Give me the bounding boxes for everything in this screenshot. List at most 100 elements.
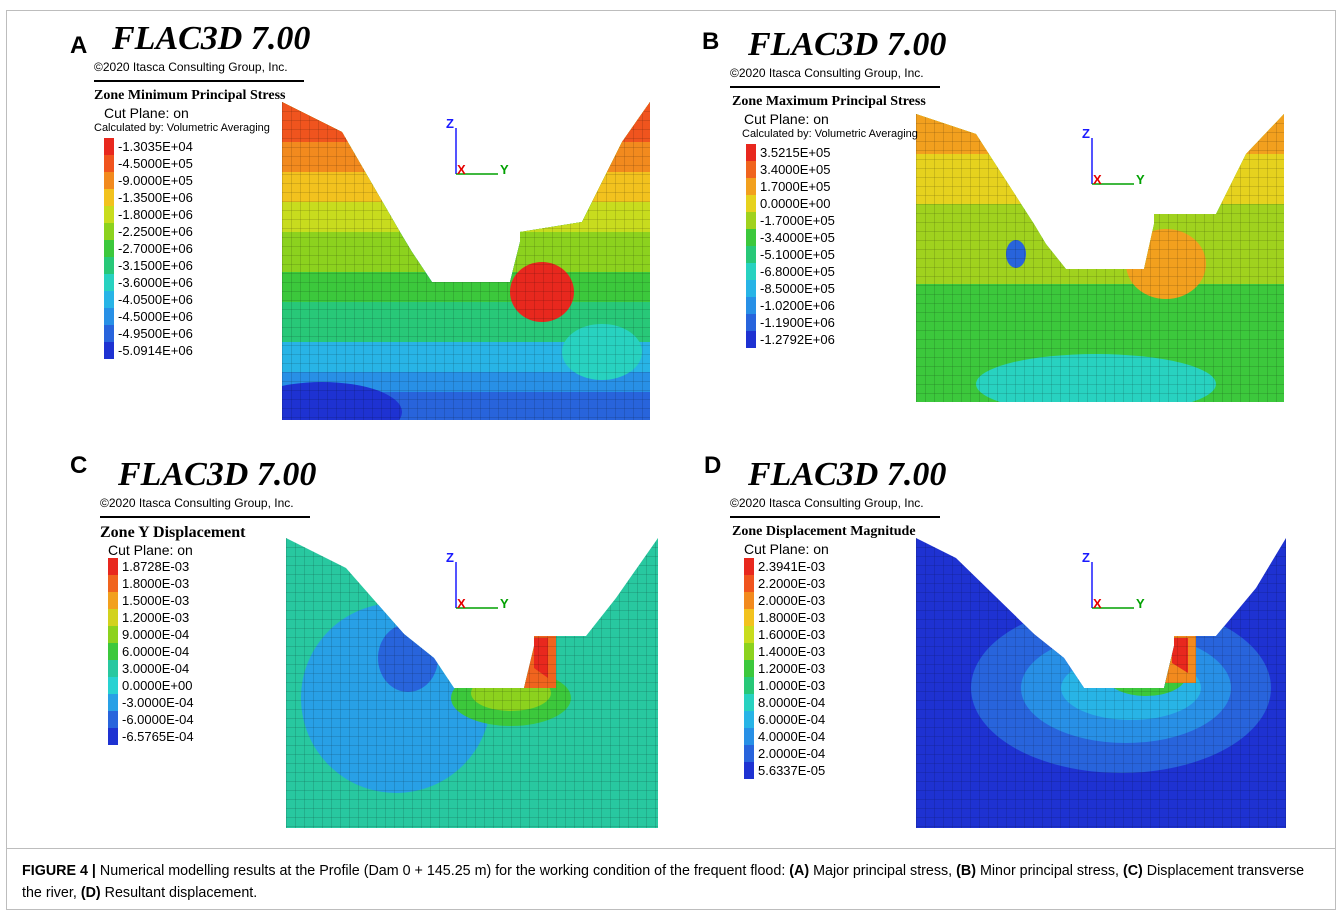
legend-value: 2.0000E-03: [758, 593, 826, 608]
legend-value: -4.5000E+06: [118, 309, 193, 324]
caption-key-a: (A): [789, 863, 810, 879]
axis-triad: Z X Y: [446, 550, 516, 620]
axis-x-label: X: [457, 162, 466, 177]
cut-plane-status: Cut Plane: on: [744, 111, 829, 127]
axis-y-label: Y: [1136, 172, 1145, 187]
legend-swatch: [108, 660, 118, 677]
legend-value: -3.6000E+06: [118, 275, 193, 290]
panel-c: C FLAC3D 7.00 ©2020 Itasca Consulting Gr…: [70, 452, 730, 890]
legend-value: -9.0000E+05: [118, 173, 193, 188]
legend-swatch: [104, 291, 114, 308]
legend-value: 8.0000E-04: [758, 695, 826, 710]
figure-frame: [6, 10, 1336, 910]
legend-value: -6.5765E-04: [122, 729, 194, 744]
caption-key-c: (C): [1122, 863, 1143, 879]
legend-value: 0.0000E+00: [122, 678, 193, 693]
legend-value: 6.0000E-04: [122, 644, 190, 659]
legend-value: -1.8000E+06: [118, 207, 193, 222]
panel-letter: B: [702, 28, 720, 55]
legend-swatch: [744, 694, 754, 711]
calculated-by-text: Calculated by: Volumetric Averaging: [742, 128, 918, 140]
legend-value: 1.4000E-03: [758, 644, 826, 659]
legend-value: 6.0000E-04: [758, 712, 826, 727]
legend-value: 1.5000E-03: [122, 593, 190, 608]
header-divider: [100, 516, 310, 518]
axis-z-label: Z: [1082, 550, 1090, 565]
legend-value: 4.0000E-04: [758, 729, 826, 744]
axis-z-label: Z: [446, 550, 454, 565]
caption-text: Numerical modelling results at the Profi…: [95, 863, 790, 879]
header-divider: [730, 516, 940, 518]
header-divider: [730, 86, 940, 88]
panel-letter: C: [70, 452, 88, 479]
legend-value: -4.9500E+06: [118, 326, 193, 341]
contour-plot: [916, 114, 1284, 402]
legend-value: 1.8000E-03: [758, 610, 826, 625]
legend-value: -5.1000E+05: [760, 247, 835, 262]
legend-swatch: [744, 592, 754, 609]
legend-swatch: [104, 308, 114, 325]
legend-swatch: [746, 212, 756, 229]
contour-plot: [282, 102, 650, 420]
contour-plot: [286, 538, 658, 828]
legend-swatch: [108, 694, 118, 711]
legend-value: 3.4000E+05: [760, 162, 831, 177]
legend-swatch: [104, 240, 114, 257]
legend-swatch: [108, 592, 118, 609]
axis-y-label: Y: [500, 162, 509, 177]
caption-part-c: Displacement transverse the river,: [22, 863, 1305, 901]
cut-plane-status: Cut Plane: on: [104, 105, 189, 121]
legend-swatch: [744, 558, 754, 575]
panel-a: A FLAC3D 7.00 ©2020 Itasca Consulting Gr…: [70, 20, 730, 454]
legend-swatch: [108, 575, 118, 592]
legend-swatch: [744, 745, 754, 762]
caption-divider: [6, 848, 1336, 849]
axis-triad: Z X Y: [446, 116, 516, 186]
legend-value: -8.5000E+05: [760, 281, 835, 296]
legend-value: 1.6000E-03: [758, 627, 826, 642]
legend-value: -1.3035E+04: [118, 139, 193, 154]
contour-plot: [916, 538, 1286, 828]
legend-swatch: [744, 575, 754, 592]
legend-swatch: [108, 728, 118, 745]
legend-swatch: [746, 195, 756, 212]
legend-swatch: [744, 728, 754, 745]
legend-value: -3.4000E+05: [760, 230, 835, 245]
panel-letter: D: [704, 452, 722, 479]
legend-swatch: [746, 331, 756, 348]
axis-triad: Z X Y: [1082, 550, 1152, 620]
legend-swatch: [746, 144, 756, 161]
legend-value: 2.2000E-03: [758, 576, 826, 591]
legend-value: -6.8000E+05: [760, 264, 835, 279]
copyright-text: ©2020 Itasca Consulting Group, Inc.: [100, 496, 294, 510]
legend-swatch: [104, 274, 114, 291]
app-title: FLAC3D 7.00: [112, 20, 311, 57]
app-title: FLAC3D 7.00: [748, 456, 947, 493]
legend-swatch: [108, 609, 118, 626]
legend-value: -3.1500E+06: [118, 258, 193, 273]
legend-value: 1.2000E-03: [122, 610, 190, 625]
legend-value: -1.7000E+05: [760, 213, 835, 228]
calculated-by-text: Calculated by: Volumetric Averaging: [94, 122, 270, 134]
figure-caption: FIGURE 4 | Numerical modelling results a…: [22, 860, 1317, 904]
legend-value: 2.0000E-04: [758, 746, 826, 761]
legend-swatch: [108, 558, 118, 575]
legend-swatch: [744, 609, 754, 626]
legend-swatch: [104, 206, 114, 223]
caption-key-b: (B): [956, 863, 976, 879]
legend-swatch: [744, 660, 754, 677]
panel-b: B FLAC3D 7.00 ©2020 Itasca Consulting Gr…: [702, 26, 1342, 460]
legend-swatch: [746, 246, 756, 263]
legend-swatch: [104, 325, 114, 342]
legend-swatch: [104, 342, 114, 359]
axis-x-label: X: [457, 596, 466, 611]
legend-swatch: [746, 263, 756, 280]
axis-triad: Z X Y: [1082, 126, 1152, 196]
legend-swatch: [746, 178, 756, 195]
legend-swatch: [104, 138, 114, 155]
axis-y-label: Y: [500, 596, 509, 611]
legend-swatch: [746, 297, 756, 314]
legend-value: 0.0000E+00: [760, 196, 831, 211]
legend-swatch: [108, 626, 118, 643]
legend-value: -3.0000E-04: [122, 695, 194, 710]
